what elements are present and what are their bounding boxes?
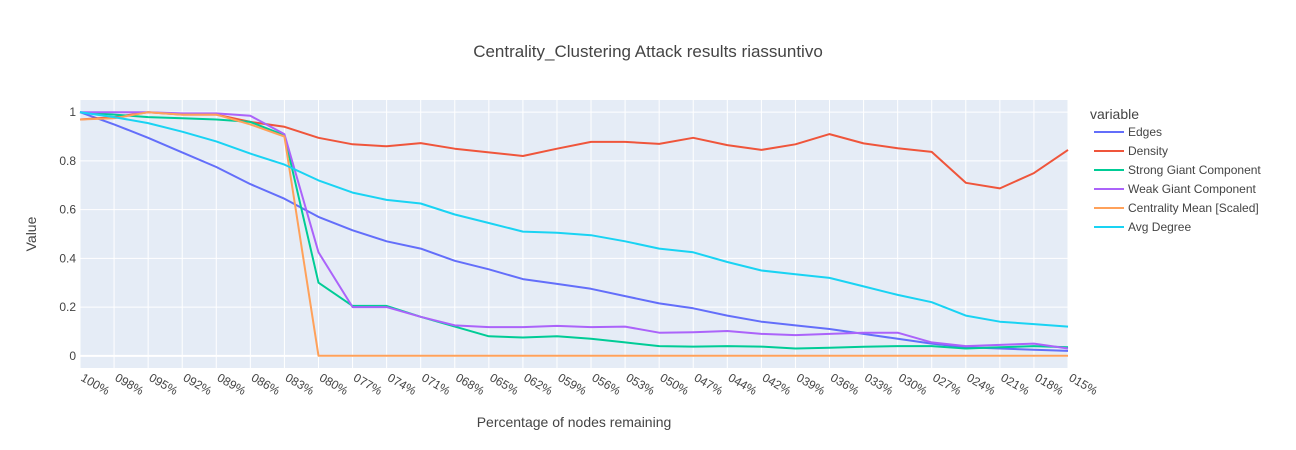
x-tick-label: 021% [998,370,1032,398]
legend-label: Avg Degree [1128,220,1191,234]
x-tick-label: 092% [181,370,215,398]
y-tick-label: 1 [69,105,76,119]
x-tick-label: 065% [487,370,521,398]
series-line-edges [79,111,1069,352]
legend-label: Centrality Mean [Scaled] [1128,201,1259,215]
x-tick-label: 068% [453,370,487,398]
series-line-avg-degree [79,111,1069,328]
legend-items: Edges Density Strong Giant Component Weak G… [1094,125,1261,234]
x-tick-label: 042% [760,370,794,398]
x-tick-label: 077% [351,370,385,398]
x-tick-label: 050% [658,370,692,398]
x-tick-label: 015% [1067,370,1101,398]
x-tick-label: 089% [215,370,249,398]
x-tick-label: 053% [624,370,658,398]
x-tick-label: 098% [113,370,147,398]
legend-label: Density [1128,144,1168,158]
legend-item-strong-giant-component[interactable]: Strong Giant Component [1094,163,1261,177]
legend-item-centrality-mean-scaled[interactable]: Centrality Mean [Scaled] [1094,201,1259,215]
x-tick-label: 047% [692,370,726,398]
legend-item-weak-giant-component[interactable]: Weak Giant Component [1094,182,1257,196]
legend-label: Edges [1128,125,1162,139]
x-tick-label: 056% [590,370,624,398]
y-axis-ticks: 0 0.2 0.4 0.6 0.8 1 [59,105,76,363]
chart-title: Centrality_Clustering Attack results ria… [473,42,823,61]
y-tick-label: 0.8 [59,154,76,168]
legend-label: Strong Giant Component [1128,163,1261,177]
series-layer [79,111,1069,357]
series-line-weak-giant-component [80,111,1069,350]
legend: variable Edges Density Strong Giant Compon… [1090,106,1261,234]
series-line-strong-giant-component [79,111,1069,350]
x-tick-label: 018% [1032,370,1066,398]
y-tick-label: 0 [69,349,76,363]
x-tick-label: 095% [147,370,181,398]
legend-item-edges[interactable]: Edges [1094,125,1162,139]
x-tick-label: 027% [930,370,964,398]
x-tick-label: 074% [385,370,419,398]
x-tick-label: 036% [828,370,862,398]
x-tick-label: 039% [794,370,828,398]
x-tick-label: 024% [964,370,998,398]
x-tick-label: 062% [521,370,555,398]
series-line-centrality-mean-scaled [79,111,1068,357]
x-tick-label: 083% [283,370,317,398]
x-tick-label: 100% [79,370,113,398]
x-tick-label: 086% [249,370,283,398]
x-tick-label: 059% [555,370,589,398]
x-axis-ticks: 100% 098% 095% 092% 089% 086% 083% 080% 077% 074%… [79,370,1101,398]
legend-item-avg-degree[interactable]: Avg Degree [1094,220,1191,234]
x-axis-title: Percentage of nodes remaining [477,414,672,430]
x-tick-label: 071% [419,370,453,398]
y-tick-label: 0.6 [59,203,76,217]
x-tick-label: 080% [317,370,351,398]
legend-label: Weak Giant Component [1128,182,1257,196]
legend-item-density[interactable]: Density [1094,144,1168,158]
legend-title: variable [1090,106,1139,122]
y-axis-title: Value [23,216,39,251]
x-tick-label: 030% [896,370,930,398]
x-tick-label: 044% [726,370,760,398]
y-tick-label: 0.4 [59,251,76,265]
x-tick-label: 033% [862,370,896,398]
y-tick-label: 0.2 [59,300,76,314]
